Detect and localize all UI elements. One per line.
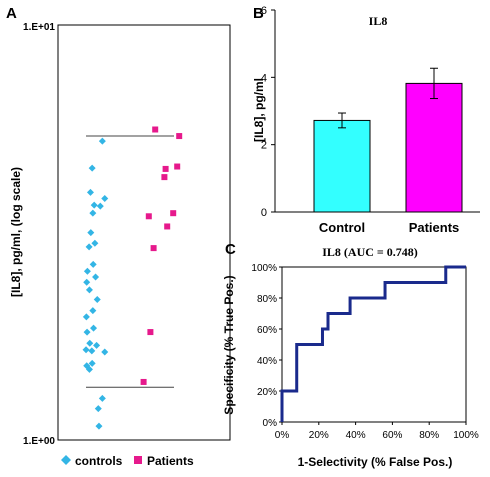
- patient-point: [145, 213, 152, 220]
- control-point: [101, 348, 109, 356]
- control-point: [93, 296, 101, 304]
- panel-a-label: A: [6, 5, 17, 22]
- control-point: [85, 243, 93, 251]
- patient-point: [150, 245, 157, 252]
- patient-point: [152, 126, 159, 133]
- control-point: [87, 229, 95, 237]
- control-point: [91, 239, 99, 247]
- x-tick-label: 20%: [309, 430, 329, 441]
- panel-c-plot-area: [281, 266, 467, 423]
- panel-b: B IL8 [IL8], pg/ml 0 2 4 6 Control Patients: [252, 5, 480, 235]
- x-tick-label: 80%: [419, 430, 439, 441]
- panel-a-plot-area: [57, 24, 231, 441]
- control-point: [98, 137, 106, 145]
- control-point: [94, 405, 102, 413]
- control-point: [96, 202, 104, 210]
- control-point: [88, 347, 96, 355]
- y-tick-label: 0%: [263, 418, 278, 429]
- panel-a: A 1.E+01 1.E+00 [IL8], pg/ml, (log scale…: [6, 5, 231, 468]
- panel-a-range-lines: [86, 135, 174, 388]
- legend-patients-marker: [134, 456, 142, 464]
- panel-c-ylabel: Specificity (% True Pos.): [222, 275, 236, 414]
- control-point: [82, 346, 90, 354]
- panel-a-points: [82, 126, 183, 430]
- control-point: [101, 194, 109, 202]
- panel-c-xlabel: 1-Selectivity (% False Pos.): [298, 455, 453, 469]
- control-point: [82, 313, 90, 321]
- control-point: [89, 209, 97, 217]
- patient-point: [161, 174, 168, 181]
- control-point: [93, 341, 101, 349]
- y-tick-label: 4: [261, 72, 267, 84]
- bar: [405, 82, 463, 213]
- patient-point: [147, 329, 154, 336]
- control-point: [83, 267, 91, 275]
- control-point: [90, 324, 98, 332]
- control-point: [95, 422, 103, 430]
- control-point: [89, 260, 97, 268]
- control-point: [88, 164, 96, 172]
- legend-controls-marker: [61, 455, 71, 465]
- panel-b-label: B: [253, 5, 264, 22]
- panel-c-label: C: [225, 241, 236, 258]
- panel-a-legend: controls Patients: [61, 454, 194, 468]
- panel-a-ytick-bottom: 1.E+00: [23, 436, 55, 447]
- control-point: [85, 286, 93, 294]
- control-point: [90, 201, 98, 209]
- x-tick-label: 60%: [382, 430, 402, 441]
- panel-c: C IL8 (AUC = 0.748) 1-Selectivity (% Fal…: [222, 241, 479, 469]
- patient-point: [174, 163, 181, 170]
- panel-a-ytick-top: 1.E+01: [23, 22, 55, 33]
- patient-point: [176, 133, 183, 140]
- panel-b-bars: Control Patients: [313, 67, 463, 235]
- control-point: [83, 328, 91, 336]
- panel-b-title: IL8: [369, 14, 388, 28]
- x-tick-label: 100%: [453, 430, 479, 441]
- roc-curve: [280, 265, 466, 422]
- y-tick-label: 100%: [251, 263, 277, 274]
- patient-point: [140, 378, 147, 385]
- category-label: Patients: [409, 220, 460, 235]
- control-point: [85, 365, 93, 373]
- control-point: [86, 339, 94, 347]
- control-point: [88, 359, 96, 367]
- control-point: [92, 273, 100, 281]
- control-point: [83, 278, 91, 286]
- legend-patients-label: Patients: [147, 454, 194, 468]
- panel-c-axes: 0% 20% 40% 60% 80% 100% 0% 20% 40% 60% 80% 100%: [251, 263, 478, 441]
- bar: [313, 119, 371, 213]
- control-point: [89, 307, 97, 315]
- control-point: [98, 394, 106, 402]
- y-tick-label: 0: [261, 207, 267, 219]
- x-tick-label: 0%: [275, 430, 290, 441]
- legend-controls-label: controls: [75, 454, 123, 468]
- y-tick-label: 80%: [257, 294, 277, 305]
- y-tick-label: 6: [261, 5, 267, 17]
- panel-a-ylabel: [IL8], pg/ml, (log scale): [9, 167, 23, 297]
- x-tick-label: 40%: [346, 430, 366, 441]
- category-label: Control: [319, 220, 365, 235]
- panel-b-ylabel: [IL8], pg/ml: [252, 78, 266, 142]
- y-tick-label: 2: [261, 140, 267, 152]
- panel-c-title: IL8 (AUC = 0.748): [322, 245, 418, 259]
- control-point: [86, 188, 94, 196]
- y-tick-label: 40%: [257, 356, 277, 367]
- patient-point: [164, 223, 171, 230]
- y-tick-label: 60%: [257, 325, 277, 336]
- patient-point: [170, 210, 177, 217]
- patient-point: [162, 165, 169, 172]
- y-tick-label: 20%: [257, 387, 277, 398]
